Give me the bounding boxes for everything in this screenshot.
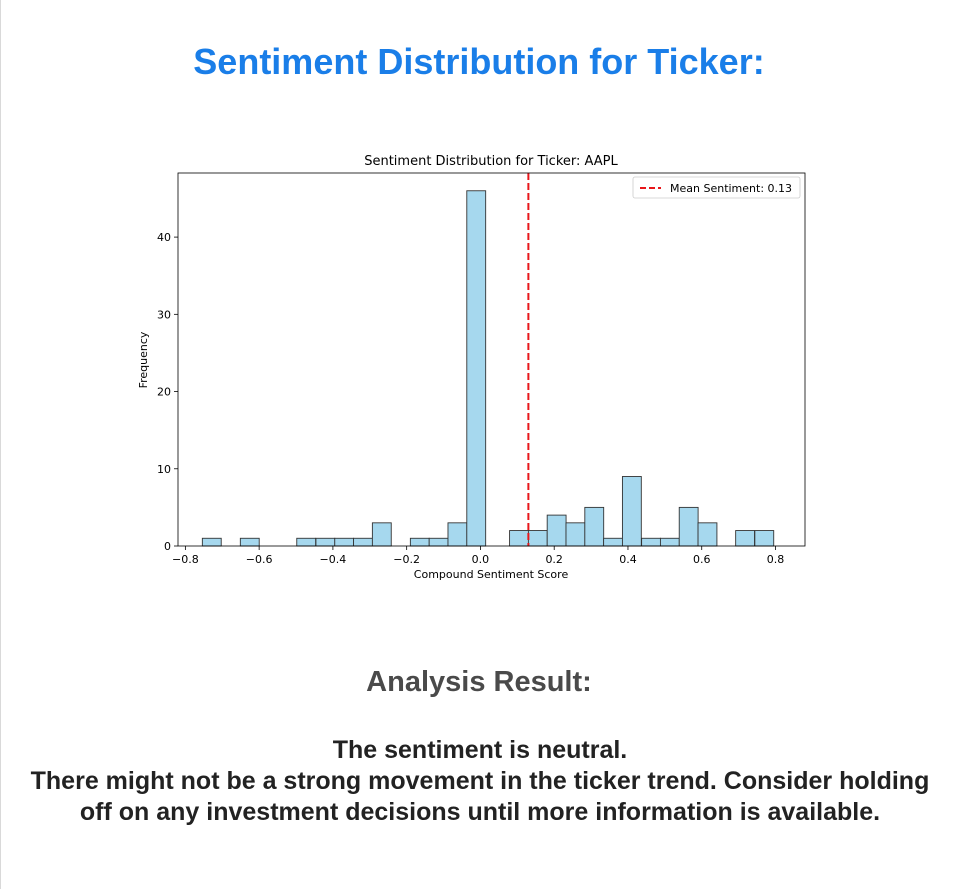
x-tick-label: 0.6	[693, 553, 711, 566]
y-tick-label: 20	[157, 386, 171, 399]
histogram-bar	[334, 537, 355, 547]
histogram-bar	[527, 530, 548, 547]
legend-box	[632, 176, 801, 199]
x-tick-label: 0.4	[619, 553, 637, 566]
histogram-bar	[697, 522, 718, 547]
histogram-bar	[296, 537, 317, 547]
histogram-bar	[621, 476, 642, 547]
x-tick-label: −0.2	[393, 553, 420, 566]
histogram-bar	[659, 537, 680, 547]
x-tick-label: 0.8	[767, 553, 785, 566]
y-tick-label: 40	[157, 231, 171, 244]
legend-mean-label: Mean Sentiment: 0.13	[670, 182, 792, 195]
y-tick-label: 10	[157, 463, 171, 476]
histogram-bar	[565, 522, 586, 547]
histogram-bar	[678, 506, 699, 547]
x-tick-label: 0.2	[545, 553, 563, 566]
histogram-bar	[603, 537, 623, 547]
chart-title: Sentiment Distribution for Ticker: AAPL	[364, 154, 618, 169]
plot-frame	[177, 172, 806, 547]
y-tick-label: 30	[157, 308, 171, 321]
histogram-bar	[735, 530, 755, 547]
histogram-bar	[315, 537, 336, 547]
x-tick-label: −0.8	[172, 553, 199, 566]
page-title: Sentiment Distribution for Ticker:	[193, 41, 765, 82]
histogram-bar	[239, 537, 260, 547]
analysis-result-text: The sentiment is neutral. There might no…	[30, 735, 930, 828]
histogram-bar	[584, 506, 605, 547]
result-recommendation-line: There might not be a strong movement in …	[30, 767, 930, 826]
x-axis-ticks: −0.8 −0.6 −0.4 −0.2 0.0 0.2 0.4 0.6 0.8	[172, 546, 784, 566]
x-tick-label: −0.4	[320, 553, 347, 566]
histogram-bar	[466, 190, 487, 547]
histogram-bar	[201, 537, 222, 547]
x-tick-label: 0.0	[472, 553, 490, 566]
chart-legend: Mean Sentiment: 0.13	[632, 176, 801, 199]
histogram-bar	[754, 530, 775, 547]
analysis-result-heading: Analysis Result:	[366, 666, 592, 698]
y-tick-label: 0	[164, 540, 171, 553]
sentiment-histogram-chart: Sentiment Distribution for Ticker: AAPL …	[128, 146, 828, 594]
result-sentiment-line: The sentiment is neutral.	[332, 736, 628, 764]
x-tick-label: −0.6	[246, 553, 273, 566]
histogram-bars	[201, 190, 775, 547]
histogram-bar	[428, 537, 449, 547]
histogram-bar	[509, 530, 529, 547]
y-axis-label: Frequency	[137, 331, 150, 388]
page-left-border	[0, 0, 1, 889]
histogram-bar	[409, 537, 430, 547]
histogram-bar	[546, 514, 567, 547]
histogram-bar	[371, 522, 392, 547]
histogram-svg: Sentiment Distribution for Ticker: AAPL …	[137, 154, 806, 581]
x-axis-label: Compound Sentiment Score	[414, 568, 569, 581]
histogram-bar	[641, 537, 661, 547]
y-axis-ticks: 0 10 20 30 40	[157, 231, 178, 553]
histogram-bar	[353, 537, 373, 547]
histogram-bar	[447, 522, 468, 547]
